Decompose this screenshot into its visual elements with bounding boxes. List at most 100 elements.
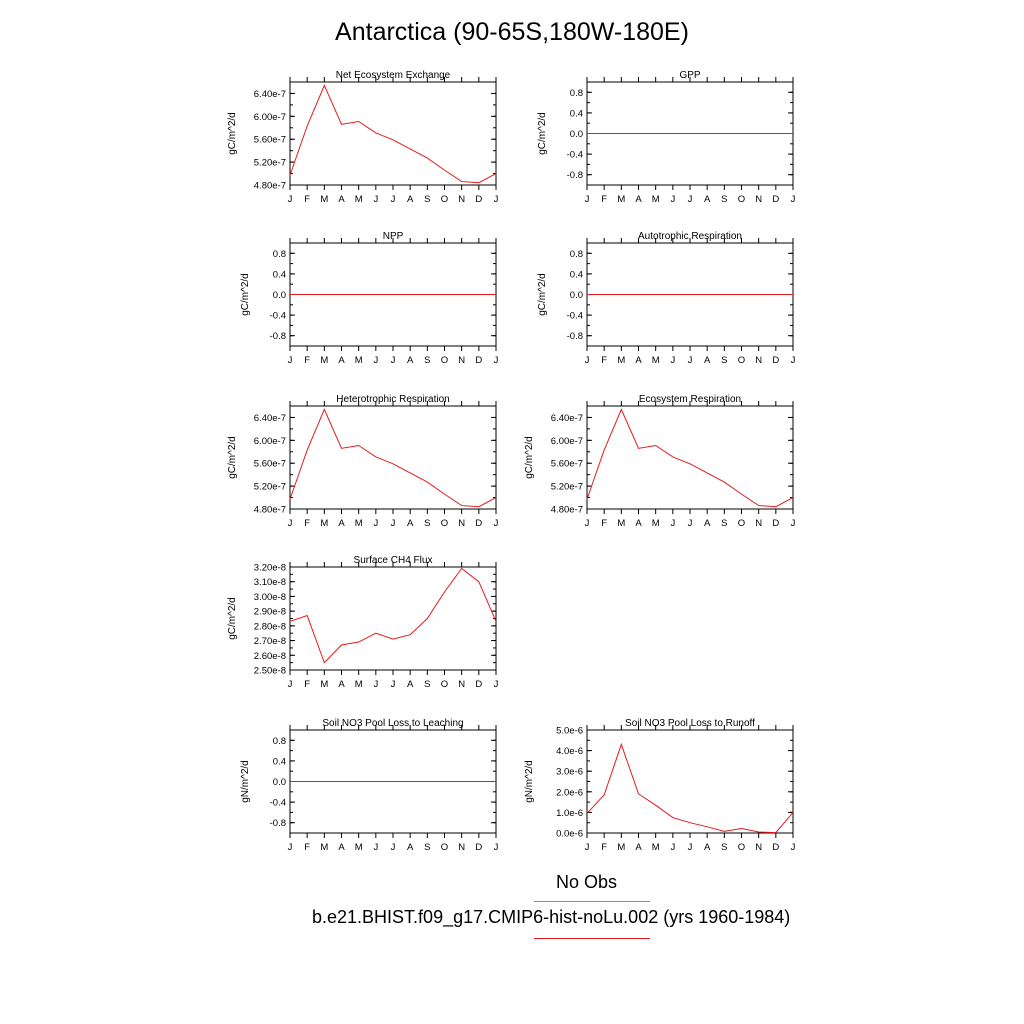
y-tick-label: 6.00e-7 xyxy=(551,436,583,447)
x-tick-label: O xyxy=(738,355,745,366)
y-tick-label: 6.40e-7 xyxy=(551,413,583,424)
x-tick-label: J xyxy=(373,194,378,205)
x-tick-label: M xyxy=(617,194,625,205)
y-axis-label: gC/m^2/d xyxy=(227,436,238,479)
y-tick-label: 0.8 xyxy=(570,249,583,260)
plot-frame xyxy=(289,405,497,510)
y-tick-label: 0.8 xyxy=(273,736,286,747)
y-tick-label: -0.8 xyxy=(567,170,583,181)
series-line xyxy=(289,408,497,508)
x-tick-label: N xyxy=(755,194,762,205)
x-tick-label: A xyxy=(635,842,642,853)
y-tick-label: 6.00e-7 xyxy=(254,436,286,447)
x-tick-label: M xyxy=(652,194,660,205)
x-tick-label: A xyxy=(704,355,711,366)
x-tick-label: M xyxy=(617,518,625,529)
y-tick-label: 1.0e-6 xyxy=(556,808,583,819)
panel-title: Net Ecosystem Exchange xyxy=(336,70,451,81)
x-tick-label: N xyxy=(458,842,465,853)
x-tick-label: J xyxy=(391,355,396,366)
y-tick-label: 2.50e-8 xyxy=(254,666,286,677)
y-axis-label: gN/m^2/d xyxy=(524,760,535,803)
chart-panel: Heterotrophic Respiration gC/m^2/d 4.80e-7… xyxy=(227,394,499,529)
x-tick-label: M xyxy=(652,842,660,853)
x-tick-label: J xyxy=(494,842,499,853)
x-tick-label: J xyxy=(494,679,499,690)
y-tick-label: 5.60e-7 xyxy=(551,459,583,470)
y-tick-label: 0.0 xyxy=(273,290,286,301)
chart-panel: Net Ecosystem Exchange gC/m^2/d 4.80e-7 5.2… xyxy=(227,70,499,205)
x-tick-label: O xyxy=(738,194,745,205)
x-tick-label: F xyxy=(601,355,607,366)
x-tick-label: N xyxy=(458,194,465,205)
x-tick-label: J xyxy=(494,194,499,205)
x-tick-label: S xyxy=(424,518,430,529)
x-tick-label: A xyxy=(407,842,414,853)
y-tick-label: -0.4 xyxy=(567,150,583,161)
x-tick-label: J xyxy=(585,355,590,366)
x-tick-label: J xyxy=(670,518,675,529)
x-tick-label: A xyxy=(704,194,711,205)
y-axis-label: gC/m^2/d xyxy=(537,273,548,316)
y-axis-label: gC/m^2/d xyxy=(240,273,251,316)
x-tick-label: D xyxy=(772,842,779,853)
x-tick-label: M xyxy=(355,842,363,853)
y-tick-label: -0.8 xyxy=(567,331,583,342)
x-tick-label: S xyxy=(424,194,430,205)
x-tick-label: J xyxy=(391,194,396,205)
series-line xyxy=(586,408,794,508)
y-tick-label: 0.4 xyxy=(570,108,583,119)
x-tick-label: S xyxy=(721,194,727,205)
x-tick-label: J xyxy=(585,194,590,205)
y-tick-label: 0.4 xyxy=(273,269,286,280)
panel-title: Autotrophic Respiration xyxy=(638,231,742,242)
x-tick-label: D xyxy=(772,194,779,205)
x-tick-label: J xyxy=(585,842,590,853)
x-tick-label: J xyxy=(670,842,675,853)
x-tick-label: F xyxy=(304,679,310,690)
x-tick-label: J xyxy=(391,842,396,853)
x-tick-label: A xyxy=(338,842,345,853)
y-tick-label: 0.0 xyxy=(570,129,583,140)
x-tick-label: M xyxy=(320,679,328,690)
y-tick-label: 3.00e-8 xyxy=(254,592,286,603)
y-axis-label: gC/m^2/d xyxy=(227,597,238,640)
x-tick-label: D xyxy=(475,518,482,529)
x-tick-label: J xyxy=(791,518,796,529)
x-tick-label: A xyxy=(635,518,642,529)
panel-title: Soil NO3 Pool Loss to Runoff xyxy=(625,718,755,729)
y-tick-label: 0.0 xyxy=(273,777,286,788)
x-tick-label: M xyxy=(355,355,363,366)
x-tick-label: J xyxy=(791,194,796,205)
y-tick-label: 5.0e-6 xyxy=(556,726,583,737)
x-tick-label: A xyxy=(635,355,642,366)
legend-model-label: b.e21.BHIST.f09_g17.CMIP6-hist-noLu.002 … xyxy=(312,907,791,927)
x-tick-label: N xyxy=(755,355,762,366)
x-tick-label: J xyxy=(288,355,293,366)
x-tick-label: F xyxy=(601,518,607,529)
x-tick-label: M xyxy=(320,355,328,366)
y-tick-label: 6.40e-7 xyxy=(254,89,286,100)
y-tick-label: 2.60e-8 xyxy=(254,651,286,662)
x-tick-label: D xyxy=(772,518,779,529)
x-tick-label: A xyxy=(704,842,711,853)
chart-panel: Ecosystem Respiration gC/m^2/d 4.80e-7 5.20… xyxy=(524,394,796,529)
y-tick-label: 5.20e-7 xyxy=(551,482,583,493)
x-tick-label: O xyxy=(441,355,448,366)
y-tick-label: 0.8 xyxy=(570,88,583,99)
x-tick-label: J xyxy=(373,518,378,529)
x-tick-label: S xyxy=(424,842,430,853)
x-tick-label: J xyxy=(688,842,693,853)
x-tick-label: M xyxy=(320,194,328,205)
x-tick-label: F xyxy=(304,518,310,529)
x-tick-label: M xyxy=(320,842,328,853)
panel-title: Ecosystem Respiration xyxy=(639,394,741,405)
y-tick-label: 0.4 xyxy=(273,756,286,767)
chart-panel: Soil NO3 Pool Loss to Runoff gN/m^2/d 0.0e… xyxy=(524,718,796,853)
y-tick-label: 2.70e-8 xyxy=(254,636,286,647)
x-tick-label: S xyxy=(721,518,727,529)
x-tick-label: J xyxy=(373,355,378,366)
y-tick-label: 2.0e-6 xyxy=(556,787,583,798)
panel-title: NPP xyxy=(383,231,404,242)
